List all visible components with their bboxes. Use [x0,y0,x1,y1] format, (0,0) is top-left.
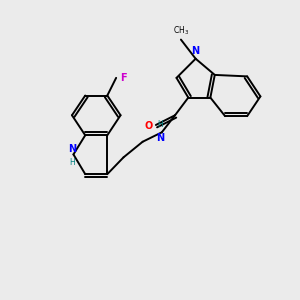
Text: N: N [191,46,199,56]
Text: N: N [68,144,76,154]
Text: CH$_3$: CH$_3$ [173,25,189,37]
Text: H: H [69,158,75,167]
Text: N: N [156,133,164,143]
Text: F: F [120,73,126,83]
Text: O: O [144,121,152,130]
Text: H: H [158,120,163,129]
